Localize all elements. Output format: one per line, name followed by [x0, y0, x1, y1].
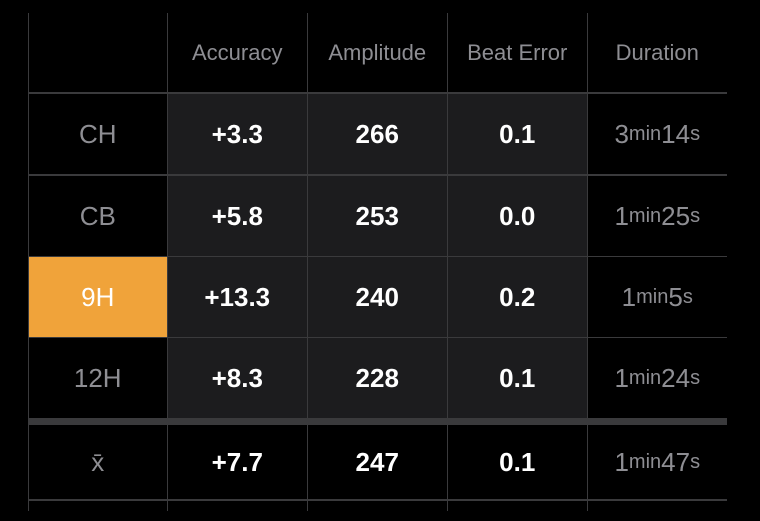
value-cell: +7.7 — [168, 425, 307, 499]
empty-cell — [308, 501, 447, 521]
duration-unit: s — [690, 450, 701, 473]
row-label: CB — [29, 176, 167, 256]
duration-cell: 1 min 24 s — [588, 338, 727, 418]
row-label: 9H — [29, 257, 167, 337]
duration-unit: s — [682, 285, 693, 308]
duration-unit: min — [636, 285, 669, 308]
duration-number: 47 — [661, 446, 691, 477]
corner-cell — [29, 13, 167, 92]
header-cell: Duration — [588, 13, 727, 92]
empty-cell — [168, 501, 307, 521]
row-label: 12H — [29, 338, 167, 418]
duration-unit: min — [628, 450, 662, 473]
duration-cell: 1 min 5 s — [588, 257, 727, 337]
empty-cell — [448, 501, 587, 521]
header-cell: Beat Error — [448, 13, 587, 92]
row-label: x̄ — [29, 425, 167, 499]
duration-number: 24 — [661, 362, 691, 393]
duration-number: 1 — [614, 446, 629, 477]
duration-cell: 3 min 14 s — [588, 94, 727, 174]
value-cell: 0.1 — [448, 425, 587, 499]
value-cell: +8.3 — [168, 338, 307, 418]
duration-number: 3 — [614, 118, 629, 149]
table: Accuracy Amplitude Beat Error Duration CH +3.… — [28, 13, 727, 521]
duration-cell: 1 min 25 s — [588, 176, 727, 256]
empty-cell — [29, 501, 167, 521]
header-cell: Accuracy — [168, 13, 307, 92]
value-cell: +3.3 — [168, 94, 307, 174]
empty-cell — [588, 501, 727, 521]
duration-number: 1 — [614, 200, 629, 231]
row-label: CH — [29, 94, 167, 174]
duration-unit: min — [628, 366, 662, 389]
duration-number: 25 — [661, 200, 691, 231]
duration-number: 1 — [614, 362, 629, 393]
value-cell: 228 — [308, 338, 447, 418]
duration-unit: s — [690, 204, 701, 227]
value-cell: 0.1 — [448, 338, 587, 418]
duration-number: 5 — [668, 281, 683, 312]
value-cell: 266 — [308, 94, 447, 174]
value-cell: 0.1 — [448, 94, 587, 174]
value-cell: 0.2 — [448, 257, 587, 337]
duration-unit: min — [628, 204, 662, 227]
duration-unit: s — [690, 366, 701, 389]
duration-unit: s — [690, 122, 701, 145]
duration-cell: 1 min 47 s — [588, 425, 727, 499]
duration-number: 14 — [661, 118, 691, 149]
value-cell: 247 — [308, 425, 447, 499]
duration-number: 1 — [621, 281, 637, 312]
duration-unit: min — [628, 122, 662, 145]
header-cell: Amplitude — [308, 13, 447, 92]
value-cell: 253 — [308, 176, 447, 256]
value-cell: 240 — [308, 257, 447, 337]
value-cell: +5.8 — [168, 176, 307, 256]
value-cell: +13.3 — [168, 257, 307, 337]
value-cell: 0.0 — [448, 176, 587, 256]
